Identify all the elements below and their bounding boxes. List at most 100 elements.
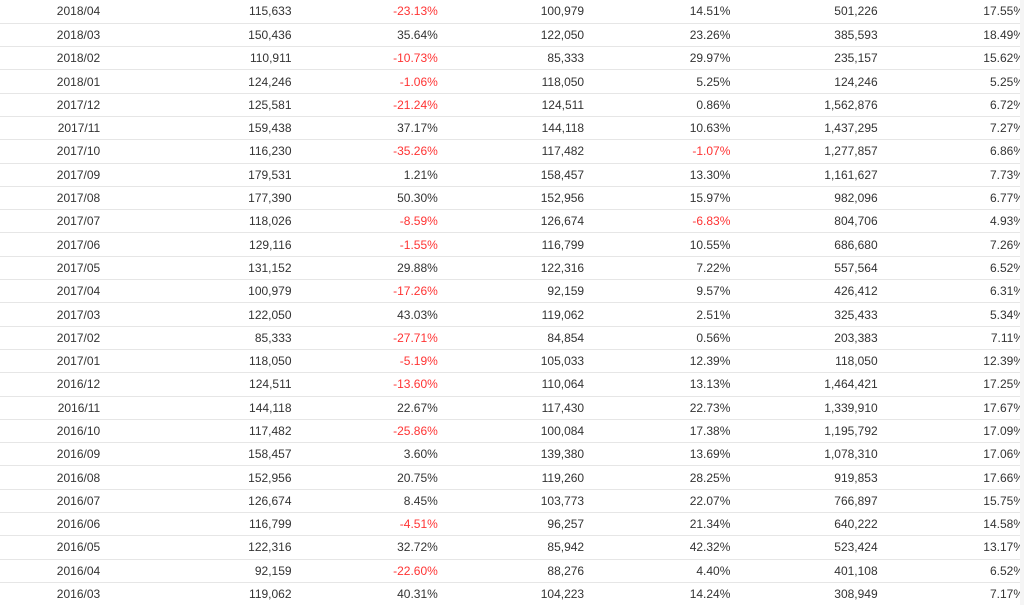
change-3-cell: 6.52% bbox=[877, 559, 1024, 583]
table-row: 2017/10 116,230 -35.26% 117,482 -1.07% 1,277,… bbox=[0, 139, 1024, 164]
change-2-cell: 17.38% bbox=[584, 419, 731, 444]
value-3-cell: 124,246 bbox=[730, 69, 878, 94]
value-1-cell: 122,050 bbox=[100, 302, 292, 327]
value-3-cell: 766,897 bbox=[730, 489, 878, 514]
change-2-cell: 10.55% bbox=[584, 232, 731, 257]
value-2-cell: 152,956 bbox=[437, 186, 585, 211]
value-3-cell: 640,222 bbox=[730, 512, 878, 537]
change-3-cell: 17.55% bbox=[877, 0, 1024, 24]
change-3-cell: 6.77% bbox=[877, 186, 1024, 211]
value-1-cell: 125,581 bbox=[100, 93, 292, 117]
change-3-cell: 12.39% bbox=[877, 349, 1024, 374]
table-row: 2017/02 85,333 -27.71% 84,854 0.56% 203,383 7.… bbox=[0, 326, 1024, 350]
change-3-cell: 7.11% bbox=[877, 326, 1024, 350]
month-cell: 2018/03 bbox=[0, 23, 101, 48]
change-3-cell: 17.67% bbox=[877, 396, 1024, 420]
change-3-cell: 4.93% bbox=[877, 209, 1024, 234]
change-2-cell: 21.34% bbox=[584, 512, 731, 537]
change-1-cell: -35.26% bbox=[291, 139, 438, 164]
value-2-cell: 119,062 bbox=[437, 302, 585, 327]
value-2-cell: 105,033 bbox=[437, 349, 585, 374]
month-cell: 2017/09 bbox=[0, 163, 101, 187]
month-cell: 2016/09 bbox=[0, 442, 101, 467]
change-1-cell: 8.45% bbox=[291, 489, 438, 514]
month-cell: 2017/05 bbox=[0, 256, 101, 281]
value-1-cell: 124,511 bbox=[100, 372, 292, 397]
value-3-cell: 385,593 bbox=[730, 23, 878, 48]
table-row: 2016/08 152,956 20.75% 119,260 28.25% 919,853… bbox=[0, 465, 1024, 490]
value-1-cell: 122,316 bbox=[100, 535, 292, 560]
change-3-cell: 6.86% bbox=[877, 139, 1024, 164]
change-2-cell: 13.13% bbox=[584, 372, 731, 397]
change-3-cell: 17.06% bbox=[877, 442, 1024, 467]
change-2-cell: 23.26% bbox=[584, 23, 731, 48]
table-row: 2016/12 124,511 -13.60% 110,064 13.13% 1,464,… bbox=[0, 372, 1024, 397]
table-row: 2017/11 159,438 37.17% 144,118 10.63% 1,437,2… bbox=[0, 116, 1024, 141]
scrollbar-track[interactable] bbox=[1020, 0, 1024, 605]
change-2-cell: 15.97% bbox=[584, 186, 731, 211]
value-2-cell: 110,064 bbox=[437, 372, 585, 397]
change-1-cell: 20.75% bbox=[291, 465, 438, 490]
value-2-cell: 119,260 bbox=[437, 465, 585, 490]
value-3-cell: 919,853 bbox=[730, 465, 878, 490]
value-1-cell: 179,531 bbox=[100, 163, 292, 187]
change-2-cell: 4.40% bbox=[584, 559, 731, 583]
change-2-cell: 22.07% bbox=[584, 489, 731, 514]
month-cell: 2016/10 bbox=[0, 419, 101, 444]
change-2-cell: 28.25% bbox=[584, 465, 731, 490]
change-3-cell: 7.73% bbox=[877, 163, 1024, 187]
value-2-cell: 85,942 bbox=[437, 535, 585, 560]
value-2-cell: 92,159 bbox=[437, 279, 585, 304]
value-2-cell: 84,854 bbox=[437, 326, 585, 350]
change-1-cell: 50.30% bbox=[291, 186, 438, 211]
change-1-cell: 43.03% bbox=[291, 302, 438, 327]
value-2-cell: 118,050 bbox=[437, 69, 585, 94]
change-3-cell: 15.62% bbox=[877, 46, 1024, 71]
change-3-cell: 17.25% bbox=[877, 372, 1024, 397]
change-1-cell: 40.31% bbox=[291, 582, 438, 605]
month-cell: 2017/12 bbox=[0, 93, 101, 117]
value-1-cell: 115,633 bbox=[100, 0, 292, 24]
month-cell: 2016/06 bbox=[0, 512, 101, 537]
value-2-cell: 122,050 bbox=[437, 23, 585, 48]
value-3-cell: 982,096 bbox=[730, 186, 878, 211]
table-row: 2017/08 177,390 50.30% 152,956 15.97% 982,096… bbox=[0, 186, 1024, 211]
value-1-cell: 118,050 bbox=[100, 349, 292, 374]
value-3-cell: 308,949 bbox=[730, 582, 878, 605]
change-2-cell: 10.63% bbox=[584, 116, 731, 141]
change-3-cell: 17.66% bbox=[877, 465, 1024, 490]
change-1-cell: 32.72% bbox=[291, 535, 438, 560]
table-row: 2017/06 129,116 -1.55% 116,799 10.55% 686,680… bbox=[0, 232, 1024, 257]
change-2-cell: 13.69% bbox=[584, 442, 731, 467]
month-cell: 2017/06 bbox=[0, 232, 101, 257]
value-3-cell: 501,226 bbox=[730, 0, 878, 24]
month-cell: 2016/12 bbox=[0, 372, 101, 397]
table-row: 2016/06 116,799 -4.51% 96,257 21.34% 640,222 1… bbox=[0, 512, 1024, 537]
month-cell: 2017/11 bbox=[0, 116, 101, 141]
table-row: 2018/03 150,436 35.64% 122,050 23.26% 385,593… bbox=[0, 23, 1024, 48]
value-3-cell: 426,412 bbox=[730, 279, 878, 304]
value-2-cell: 100,979 bbox=[437, 0, 585, 24]
value-2-cell: 158,457 bbox=[437, 163, 585, 187]
month-cell: 2018/01 bbox=[0, 69, 101, 94]
value-3-cell: 557,564 bbox=[730, 256, 878, 281]
value-2-cell: 88,276 bbox=[437, 559, 585, 583]
change-2-cell: 13.30% bbox=[584, 163, 731, 187]
value-2-cell: 116,799 bbox=[437, 232, 585, 257]
change-3-cell: 5.25% bbox=[877, 69, 1024, 94]
change-3-cell: 6.52% bbox=[877, 256, 1024, 281]
value-2-cell: 96,257 bbox=[437, 512, 585, 537]
table-row: 2016/10 117,482 -25.86% 100,084 17.38% 1,195,… bbox=[0, 419, 1024, 444]
value-1-cell: 159,438 bbox=[100, 116, 292, 141]
change-1-cell: -5.19% bbox=[291, 349, 438, 374]
value-3-cell: 1,339,910 bbox=[730, 396, 878, 420]
month-cell: 2018/04 bbox=[0, 0, 101, 24]
value-2-cell: 117,482 bbox=[437, 139, 585, 164]
change-1-cell: -10.73% bbox=[291, 46, 438, 71]
change-1-cell: -17.26% bbox=[291, 279, 438, 304]
change-3-cell: 14.58% bbox=[877, 512, 1024, 537]
change-1-cell: -1.55% bbox=[291, 232, 438, 257]
change-1-cell: -27.71% bbox=[291, 326, 438, 350]
change-2-cell: 22.73% bbox=[584, 396, 731, 420]
